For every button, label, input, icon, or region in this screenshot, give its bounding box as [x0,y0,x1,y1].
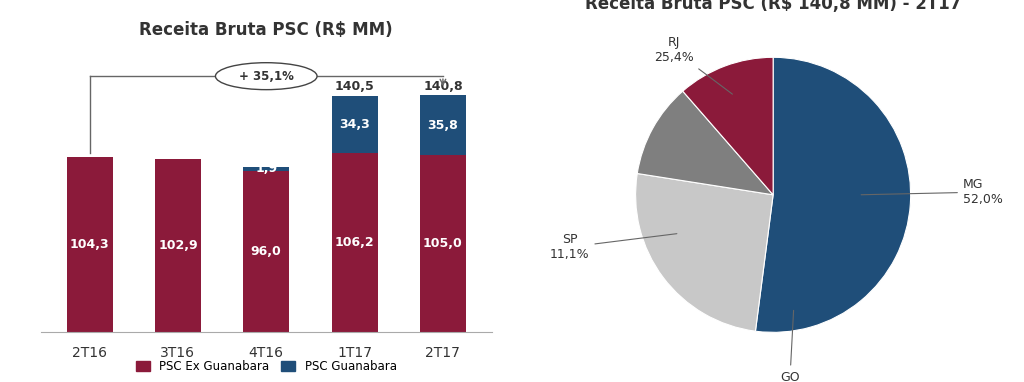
Wedge shape [637,91,773,195]
Text: GO
11,4%: GO 11,4% [770,310,809,382]
Bar [332,153,378,332]
Text: 105,0: 105,0 [423,237,463,250]
Bar [332,96,378,153]
Bar [244,170,289,332]
Text: 106,2: 106,2 [335,236,375,249]
Bar [420,155,466,332]
Text: 140,8: 140,8 [423,79,463,92]
Bar [420,95,466,155]
Text: MG
52,0%: MG 52,0% [861,178,1002,206]
Wedge shape [756,57,910,332]
Title: Receita Bruta PSC (R$ 140,8 MM) - 2T17: Receita Bruta PSC (R$ 140,8 MM) - 2T17 [585,0,962,13]
Text: 140,5: 140,5 [335,80,375,93]
Text: SP
11,1%: SP 11,1% [550,233,677,261]
Text: RJ
25,4%: RJ 25,4% [654,36,732,94]
Text: 35,8: 35,8 [428,119,459,132]
Text: 34,3: 34,3 [339,118,370,131]
Title: Receita Bruta PSC (R$ MM): Receita Bruta PSC (R$ MM) [139,21,393,39]
Text: + 35,1%: + 35,1% [239,70,294,83]
Bar [244,167,289,170]
Text: 1,9: 1,9 [255,162,278,175]
Ellipse shape [215,63,317,90]
Bar [67,157,113,332]
Text: 102,9: 102,9 [158,239,198,252]
Bar [155,159,201,332]
Text: 96,0: 96,0 [251,245,282,258]
Legend: PSC Ex Guanabara, PSC Guanabara: PSC Ex Guanabara, PSC Guanabara [131,356,401,378]
Text: 104,3: 104,3 [70,238,110,251]
Wedge shape [636,173,773,331]
Wedge shape [683,57,773,195]
